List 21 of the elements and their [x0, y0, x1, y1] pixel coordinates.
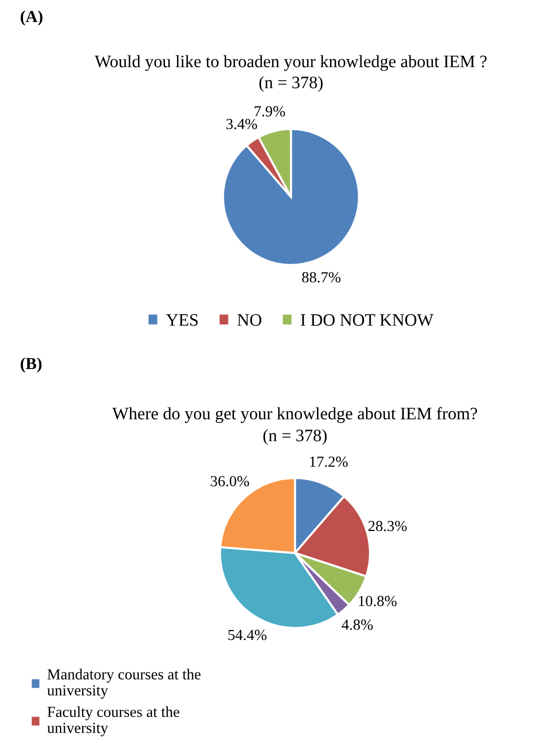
data-label: 10.8%: [358, 596, 397, 606]
data-label: 88.7%: [302, 272, 340, 283]
chart-subtitle: (n = 378): [259, 76, 323, 92]
legend-label: YES: [166, 314, 198, 326]
data-label: 17.2%: [310, 456, 348, 467]
legend-label: NO: [237, 314, 262, 326]
data-label: 7.9%: [254, 106, 286, 117]
data-label: 3.4%: [226, 118, 258, 130]
chart-subtitle: (n = 378): [263, 429, 327, 445]
text: (A): [20, 10, 42, 26]
pie-slice: [222, 128, 360, 266]
data-label: 4.8%: [342, 619, 373, 630]
data-label: 54.4%: [228, 630, 266, 640]
legend-label: I DO NOT KNOW: [300, 314, 434, 326]
text: (B): [20, 357, 42, 373]
legend-label: Faculty courses at the university: [47, 706, 180, 736]
legend-label: Mandatory courses at the university: [47, 668, 200, 699]
data-label: 28.3%: [368, 520, 407, 532]
chart-title: Where do you get your knowledge about IEM from?: [112, 407, 478, 423]
chart-title: Would you like to broaden your knowledge about IEM ?: [94, 55, 487, 71]
data-label: 36.0%: [210, 476, 250, 486]
